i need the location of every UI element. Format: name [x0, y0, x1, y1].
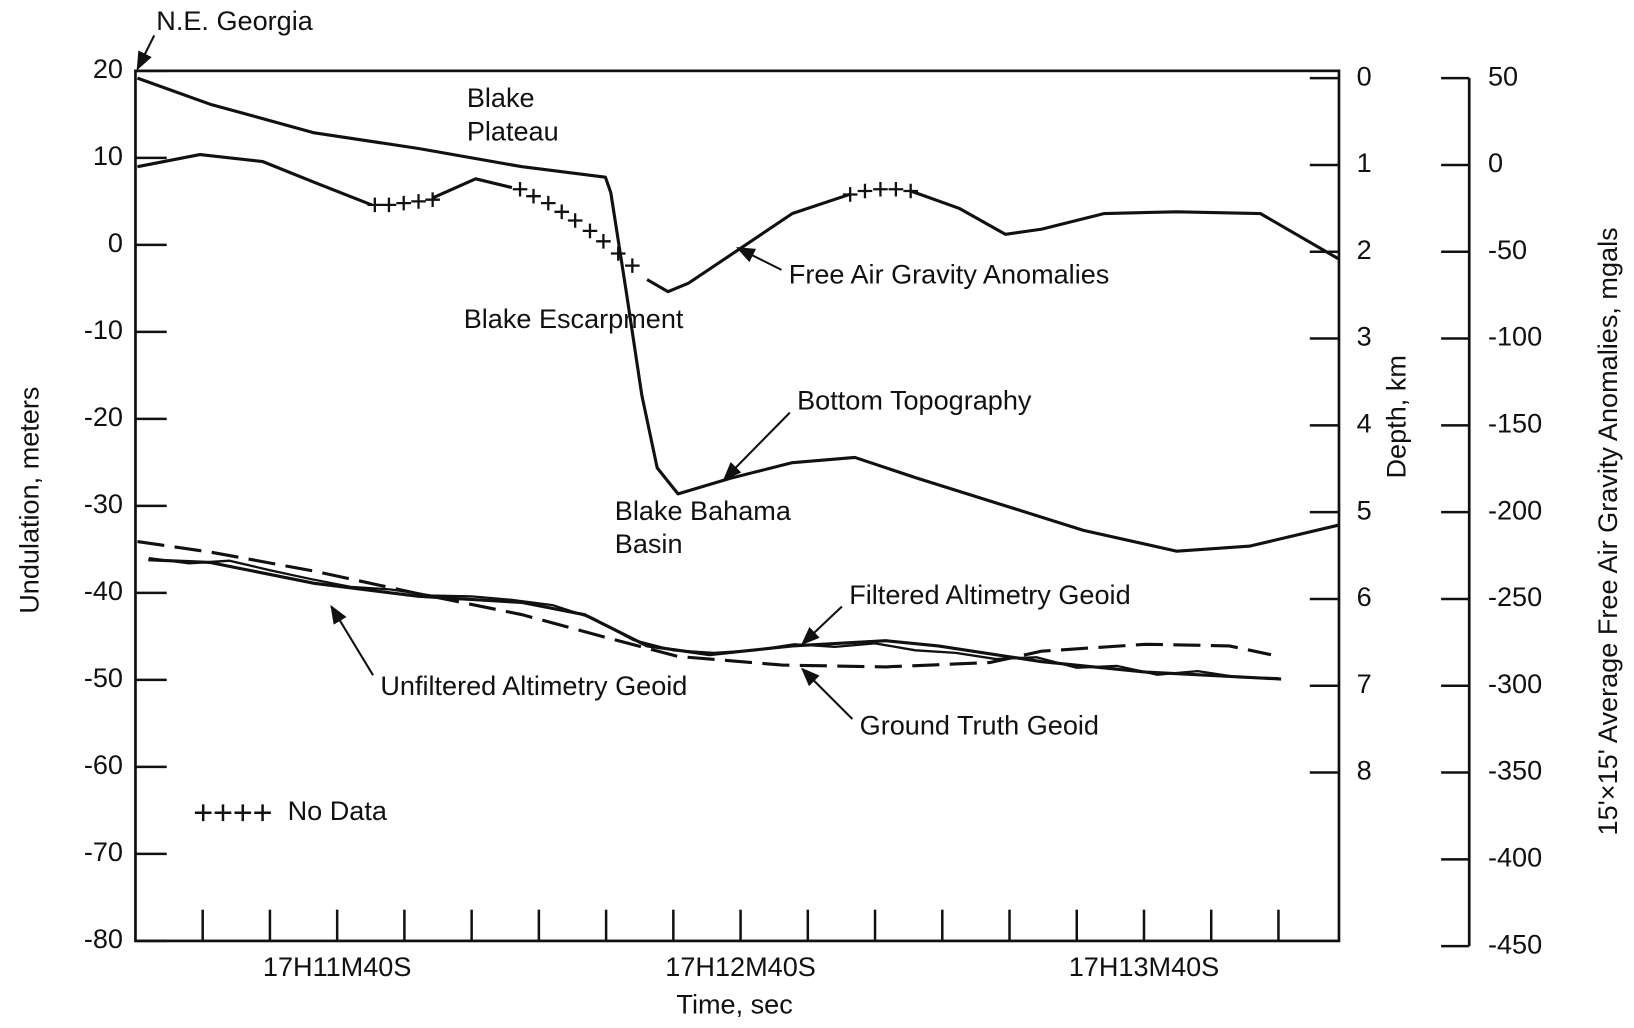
annotation: Blake Escarpment [464, 303, 684, 334]
no-data-cross [411, 194, 426, 209]
no-data-cross [610, 246, 626, 261]
y2-tick-label: 7 [1357, 668, 1372, 699]
x-tick-label: 17H11M40S [263, 951, 412, 982]
y-axis-title: Undulation, meters [13, 387, 44, 614]
y-tick-label: -10 [84, 314, 123, 345]
series-line [148, 558, 1282, 681]
y2-axis-title: Depth, km [1381, 355, 1412, 478]
no-data-cross [367, 197, 383, 213]
series-label: Filtered Altimetry Geoid [849, 579, 1130, 610]
no-data-cross [625, 258, 640, 273]
y2-tick-label: 1 [1357, 147, 1372, 178]
y3-tick-label: 0 [1488, 147, 1503, 178]
legend-cross [214, 804, 232, 822]
annotation-arrow [736, 247, 782, 271]
plot-root: Time, sec Undulation, meters Depth, km 1… [13, 5, 1623, 1020]
y-tick-label: -30 [84, 488, 123, 519]
y-tick-label: -80 [84, 923, 123, 954]
y3-tick-label: -150 [1488, 408, 1542, 439]
annotation-arrow [722, 411, 791, 481]
annotation: Blake Bahama [615, 495, 792, 526]
x-axis-title: Time, sec [676, 989, 792, 1020]
x-tick-label: 17H12M40S [665, 951, 816, 982]
annotation: N.E. Georgia [156, 5, 313, 36]
series-label: Unfiltered Altimetry Geoid [380, 670, 687, 701]
y-tick-label: 0 [108, 227, 123, 258]
no-data-cross [903, 183, 918, 199]
annotation: Basin [615, 528, 683, 559]
series-line [137, 539, 1272, 669]
no-data-cross [425, 192, 440, 207]
annotation-arrow [136, 34, 156, 71]
no-data-cross [554, 204, 570, 220]
y-tick-label: -60 [84, 749, 123, 780]
y2-tick-label: 2 [1357, 234, 1372, 265]
y-tick-label: -70 [84, 836, 123, 867]
x-tick-label: 17H13M40S [1069, 951, 1220, 982]
y2-tick-label: 8 [1357, 755, 1372, 786]
no-data-cross [582, 223, 598, 239]
y3-tick-label: -350 [1488, 755, 1542, 786]
y-tick-label: -20 [84, 401, 123, 432]
y3-tick-label: -50 [1488, 234, 1527, 265]
series-label: Bottom Topography [797, 384, 1032, 415]
series-label: No Data [288, 795, 388, 826]
y3-tick-label: -400 [1488, 841, 1542, 872]
no-data-cross [857, 183, 873, 199]
series-line [136, 76, 1339, 553]
y3-tick-label: -300 [1488, 668, 1542, 699]
no-data-cross [540, 195, 556, 211]
y-tick-label: -40 [84, 575, 123, 606]
y3-tick-label: -450 [1488, 928, 1542, 959]
no-data-cross [396, 195, 412, 211]
no-data-cross [512, 181, 528, 197]
y3-tick-label: -100 [1488, 321, 1542, 352]
y3-tick-label: 50 [1488, 60, 1518, 91]
series-label: Ground Truth Geoid [860, 709, 1099, 740]
no-data-cross [596, 234, 611, 249]
y-tick-label: 20 [93, 53, 123, 84]
y2-tick-label: 0 [1357, 60, 1372, 91]
series-line [137, 152, 1340, 294]
annotation-arrow [330, 604, 374, 676]
y2-tick-label: 3 [1357, 321, 1372, 352]
no-data-cross [567, 213, 583, 228]
y2-tick-label: 5 [1357, 494, 1372, 525]
series-line [148, 556, 1279, 680]
legend-cross [194, 804, 212, 822]
y2-tick-label: 6 [1357, 581, 1372, 612]
y-tick-label: 10 [93, 140, 123, 171]
legend-cross [234, 804, 252, 822]
legend-cross [254, 804, 271, 822]
y2-tick-label: 4 [1357, 408, 1372, 439]
no-data-cross [888, 181, 904, 197]
no-data-cross [873, 181, 888, 197]
y3-axis-title: 15'×15' Average Free Air Gravity Anomali… [1592, 227, 1623, 835]
no-data-cross [381, 197, 397, 213]
series-label: Free Air Gravity Anomalies [789, 258, 1110, 289]
annotation: Plateau [467, 116, 559, 147]
y3-tick-label: -200 [1488, 494, 1542, 525]
no-data-cross [842, 187, 858, 202]
annotation: Blake [467, 82, 535, 113]
annotation-arrow [800, 605, 843, 646]
annotation-arrow [801, 667, 854, 720]
no-data-cross [526, 188, 541, 204]
y3-tick-label: -250 [1488, 581, 1542, 612]
y-tick-label: -50 [84, 662, 123, 693]
